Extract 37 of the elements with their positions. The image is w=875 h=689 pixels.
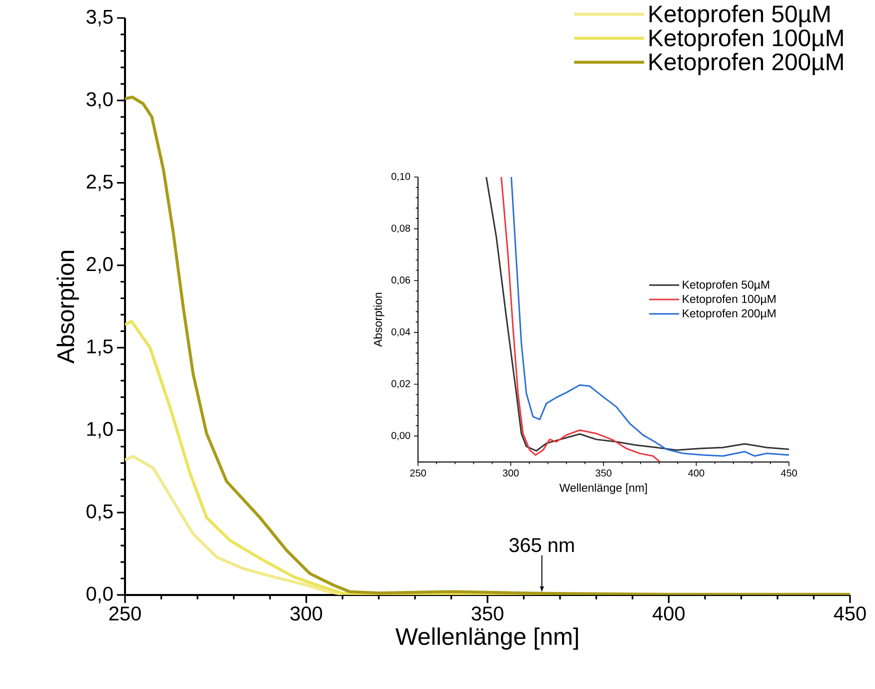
x-tick-label: 250 (109, 606, 141, 621)
x-tick-label: 300 (502, 470, 519, 477)
x-tick-label: 350 (596, 470, 612, 477)
y-tick-label: 1,5 (87, 340, 113, 356)
x-tick-label: 300 (290, 606, 322, 621)
y-tick-label: 0,10 (391, 172, 410, 182)
x-tick-label: 400 (652, 606, 685, 621)
x-axis-title: Wellenlänge [nm] (395, 627, 578, 650)
legend-label: Ketoprofen 100µM (682, 294, 776, 306)
x-tick-label: 450 (834, 606, 866, 621)
y-tick-label: 0,08 (391, 224, 410, 233)
x-axis-title: Wellenlänge [nm] (559, 483, 647, 494)
legend-label: Ketoprofen 200µM (682, 308, 776, 320)
y-tick-label: 3,5 (86, 10, 113, 26)
y-axis-title: Absorption (56, 250, 79, 364)
x-tick-label: 350 (472, 606, 504, 621)
y-tick-label: 0,02 (391, 380, 410, 388)
legend-label: Ketoprofen 100µM (650, 28, 843, 52)
y-tick-label: 0,0 (86, 586, 113, 604)
legend-label: Ketoprofen 200µM (650, 52, 843, 76)
legend-label: Ketoprofen 50µM (682, 280, 770, 291)
y-tick-label: 0,06 (391, 276, 410, 285)
x-tick-label: 450 (780, 470, 797, 477)
annotation: 365 nm (509, 538, 574, 552)
y-tick-label: 1,0 (87, 422, 113, 438)
x-tick-label: 400 (688, 470, 704, 477)
y-tick-label: 2,0 (86, 257, 113, 274)
y-tick-label: 0,04 (391, 328, 410, 337)
y-tick-label: 0,5 (86, 504, 113, 521)
legend-label: Ketoprofen 50µM (650, 4, 830, 28)
line-series (500, 176, 660, 462)
y-axis-title: Absorption (374, 292, 384, 347)
y-tick-label: 2,5 (86, 174, 113, 192)
line-series (125, 455, 344, 595)
y-tick-label: 0,00 (391, 432, 410, 440)
x-tick-label: 250 (410, 470, 426, 477)
y-tick-label: 3,0 (86, 92, 113, 109)
